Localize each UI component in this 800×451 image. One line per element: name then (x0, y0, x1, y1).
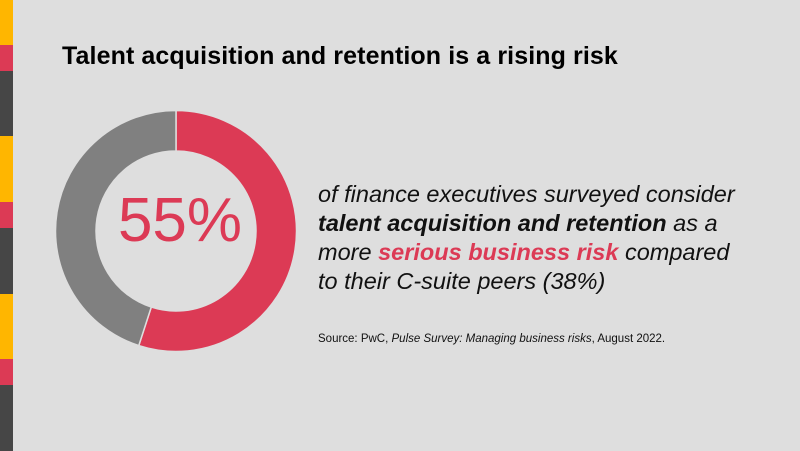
statement-line-3-start: more (318, 239, 379, 265)
stripe-red (0, 45, 13, 71)
donut-slice-remainder (54, 109, 177, 347)
statement-line-1: of finance executives surveyed consider (318, 181, 735, 207)
statement-line-3-rest: compared (618, 239, 730, 265)
stripe-dark (0, 228, 13, 294)
stripe-red (0, 202, 13, 228)
statement-bold: talent acquisition and retention (318, 210, 667, 236)
source-title: Pulse Survey: Managing business risks (391, 333, 592, 345)
donut-center-label: 55% (117, 186, 243, 255)
statement-text: of finance executives surveyed consider … (318, 180, 735, 296)
page-title: Talent acquisition and retention is a ri… (62, 42, 618, 70)
stripe-dark (0, 71, 13, 136)
statement-line-2-rest: as a (666, 210, 718, 236)
source-suffix: , August 2022. (591, 333, 666, 345)
stripe-red (0, 359, 13, 385)
stripe-yellow (0, 136, 13, 202)
source-citation: Source: PwC, Pulse Survey: Managing busi… (318, 333, 665, 345)
stripe-yellow (0, 294, 13, 359)
statement-highlight: serious business risk (378, 239, 619, 265)
donut-slice-highlight (137, 109, 298, 353)
stripe-dark (0, 385, 13, 451)
source-prefix: Source: PwC, (318, 333, 392, 345)
stripe-yellow (0, 0, 13, 45)
statement-line-4: to their C-suite peers (38%) (318, 268, 606, 294)
